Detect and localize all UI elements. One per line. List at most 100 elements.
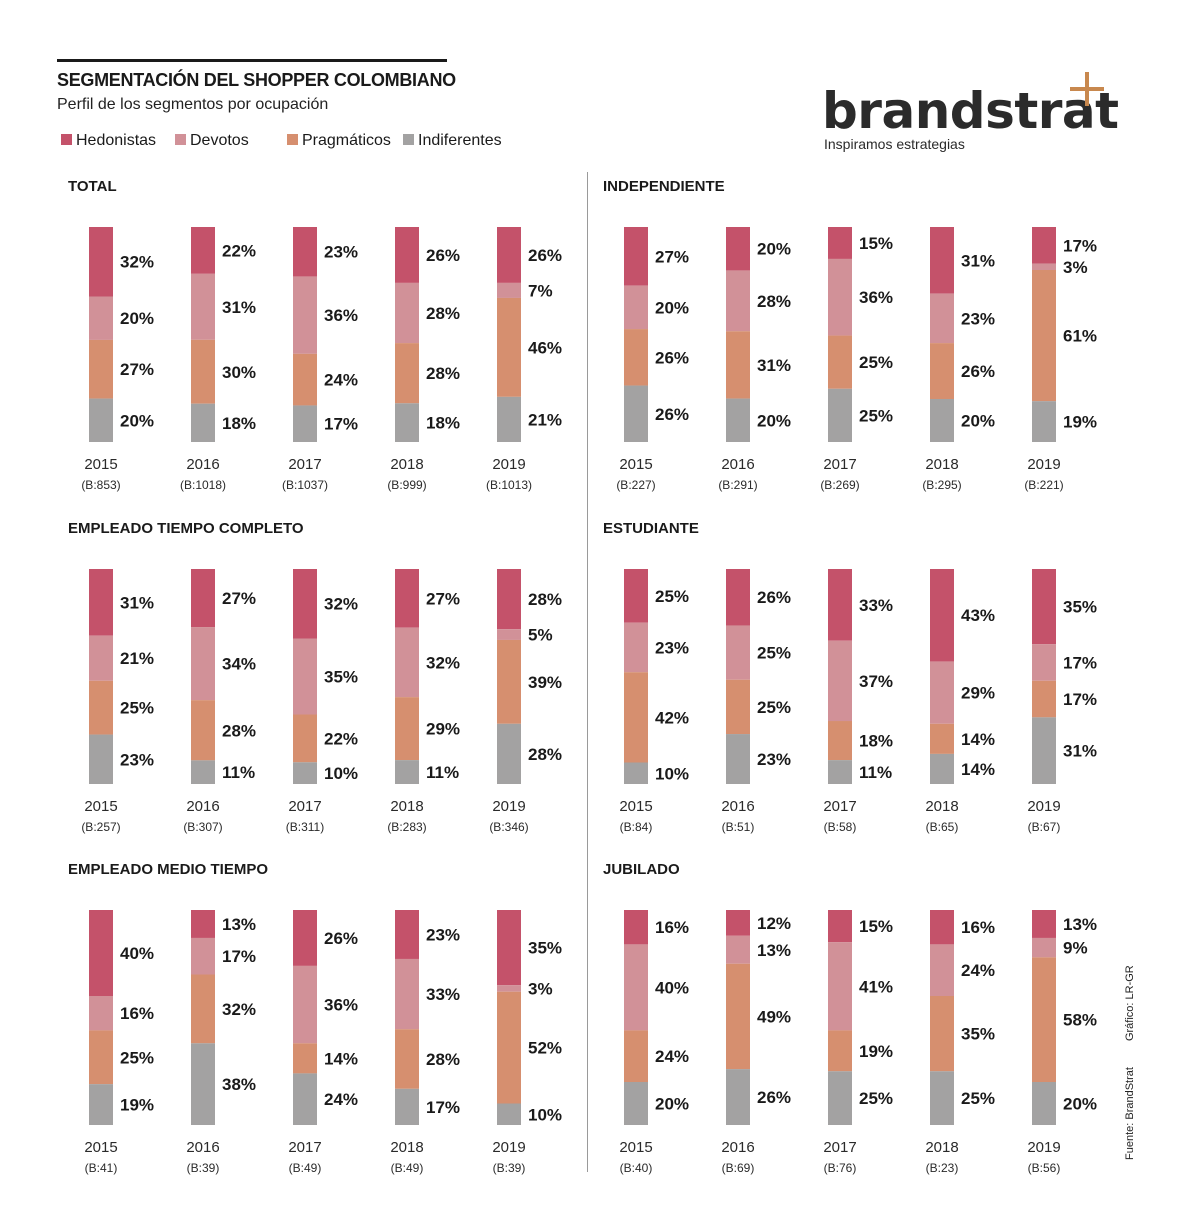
tick-label-year: 2019 <box>492 798 525 815</box>
tick-label-base: (B:39) <box>493 1161 526 1175</box>
bar-segment-indiferentes-2017 <box>828 388 852 442</box>
data-label-hedonistas-2017: 15% <box>859 234 893 253</box>
data-label-hedonistas-2019: 26% <box>528 246 562 265</box>
data-label-indiferentes-2018: 18% <box>426 414 460 433</box>
bar-segment-indiferentes-2016 <box>726 398 750 442</box>
bar-segment-hedonistas-2018 <box>930 227 954 294</box>
data-label-devotos-2016: 17% <box>222 947 256 966</box>
data-label-pragmaticos-2019: 61% <box>1063 327 1097 346</box>
bar-segment-devotos-2017 <box>293 638 317 715</box>
bar-segment-pragmaticos-2018 <box>930 996 954 1072</box>
data-label-devotos-2019: 7% <box>528 281 553 300</box>
data-label-hedonistas-2015: 27% <box>655 247 689 266</box>
tick-label-base: (B:307) <box>183 820 222 834</box>
bar-segment-devotos-2015 <box>89 996 113 1031</box>
bar-segment-indiferentes-2016 <box>191 1043 215 1125</box>
bar-segment-indiferentes-2018 <box>395 403 419 442</box>
tick-label-base: (B:853) <box>81 478 120 492</box>
tick-label-base: (B:65) <box>926 820 959 834</box>
data-label-indiferentes-2019: 31% <box>1063 742 1097 761</box>
tick-label-year: 2015 <box>619 1139 652 1156</box>
tick-label-base: (B:295) <box>922 478 961 492</box>
bar-segment-pragmaticos-2019 <box>1032 270 1056 402</box>
tick-label-base: (B:51) <box>722 820 755 834</box>
tick-label-year: 2016 <box>721 456 754 473</box>
data-label-devotos-2016: 25% <box>757 644 791 663</box>
bar-segment-hedonistas-2019 <box>497 569 521 630</box>
data-label-hedonistas-2018: 26% <box>426 246 460 265</box>
data-label-indiferentes-2016: 20% <box>757 411 791 430</box>
chart-independiente: 27% 20% 26% 26% 2015 (B:227) 20% 28% 31% 20% 2016 (… <box>616 227 1097 492</box>
tick-label-base: (B:999) <box>387 478 426 492</box>
bar-segment-devotos-2016 <box>726 270 750 332</box>
tick-label-year: 2016 <box>186 456 219 473</box>
tick-label-base: (B:283) <box>387 820 426 834</box>
bar-segment-devotos-2019 <box>497 985 521 992</box>
bar-segment-devotos-2016 <box>191 937 215 975</box>
data-label-pragmaticos-2019: 46% <box>528 338 562 357</box>
tick-label-base: (B:69) <box>722 1161 755 1175</box>
bar-segment-devotos-2016 <box>726 625 750 680</box>
panel-total: TOTAL 32% 20% 27% 20% 2015 (B:853) 22% 31% 30% 18… <box>57 172 577 502</box>
data-label-indiferentes-2015: 20% <box>120 411 154 430</box>
legend-swatch <box>287 134 298 145</box>
data-label-indiferentes-2017: 25% <box>859 1089 893 1108</box>
bar-segment-hedonistas-2016 <box>191 569 215 628</box>
bar-segment-indiferentes-2016 <box>191 403 215 442</box>
tick-label-base: (B:41) <box>85 1161 118 1175</box>
legend-item-indiferentes: Indiferentes <box>403 132 502 150</box>
data-label-hedonistas-2019: 35% <box>1063 598 1097 617</box>
bar-segment-hedonistas-2018 <box>395 569 419 628</box>
bar-segment-hedonistas-2017 <box>293 910 317 966</box>
bar-segment-devotos-2015 <box>89 296 113 340</box>
data-label-devotos-2015: 21% <box>120 649 154 668</box>
data-label-indiferentes-2016: 26% <box>757 1088 791 1107</box>
tick-label-base: (B:49) <box>289 1161 322 1175</box>
bar-segment-hedonistas-2017 <box>293 569 317 639</box>
bar-segment-pragmaticos-2015 <box>89 339 113 399</box>
bar-segment-hedonistas-2017 <box>828 227 852 259</box>
tick-label-year: 2018 <box>390 1139 423 1156</box>
bar-segment-devotos-2018 <box>395 958 419 1030</box>
data-label-pragmaticos-2015: 42% <box>655 708 689 727</box>
bar-segment-indiferentes-2019 <box>497 1103 521 1125</box>
tick-label-year: 2015 <box>619 798 652 815</box>
bar-segment-pragmaticos-2019 <box>1032 957 1056 1082</box>
data-label-pragmaticos-2015: 26% <box>655 348 689 367</box>
bar-segment-indiferentes-2015 <box>624 762 648 784</box>
data-label-hedonistas-2016: 26% <box>757 588 791 607</box>
data-label-devotos-2015: 40% <box>655 978 689 997</box>
data-label-indiferentes-2017: 24% <box>324 1090 358 1109</box>
data-label-pragmaticos-2017: 18% <box>859 732 893 751</box>
bar-segment-pragmaticos-2015 <box>624 329 648 386</box>
bar-segment-hedonistas-2016 <box>191 910 215 938</box>
bar-segment-pragmaticos-2019 <box>497 297 521 397</box>
data-label-hedonistas-2015: 40% <box>120 944 154 963</box>
bar-segment-pragmaticos-2018 <box>930 723 954 754</box>
data-label-pragmaticos-2016: 49% <box>757 1007 791 1026</box>
data-label-pragmaticos-2018: 28% <box>426 364 460 383</box>
data-label-devotos-2019: 17% <box>1063 654 1097 673</box>
bar-segment-devotos-2015 <box>624 944 648 1031</box>
data-label-indiferentes-2016: 38% <box>222 1075 256 1094</box>
data-label-devotos-2017: 36% <box>324 306 358 325</box>
data-label-indiferentes-2017: 17% <box>324 415 358 434</box>
bar-segment-pragmaticos-2018 <box>395 343 419 404</box>
data-label-devotos-2017: 41% <box>859 977 893 996</box>
bar-segment-pragmaticos-2017 <box>828 721 852 761</box>
tick-label-year: 2018 <box>390 456 423 473</box>
bar-segment-indiferentes-2017 <box>293 405 317 442</box>
chart-jubilado: 16% 40% 24% 20% 2015 (B:40) 12% 13% 49% 26% 2016 (B… <box>619 910 1097 1175</box>
bar-segment-devotos-2016 <box>191 273 215 340</box>
bar-segment-pragmaticos-2016 <box>726 679 750 735</box>
data-label-devotos-2018: 29% <box>961 684 995 703</box>
data-label-indiferentes-2016: 18% <box>222 414 256 433</box>
data-label-hedonistas-2017: 32% <box>324 595 358 614</box>
tick-label-base: (B:269) <box>820 478 859 492</box>
tick-label-base: (B:1037) <box>282 478 328 492</box>
bar-segment-hedonistas-2015 <box>89 569 113 636</box>
data-label-pragmaticos-2016: 30% <box>222 363 256 382</box>
bar-segment-indiferentes-2017 <box>828 760 852 784</box>
data-label-indiferentes-2019: 21% <box>528 410 562 429</box>
data-label-pragmaticos-2015: 27% <box>120 360 154 379</box>
